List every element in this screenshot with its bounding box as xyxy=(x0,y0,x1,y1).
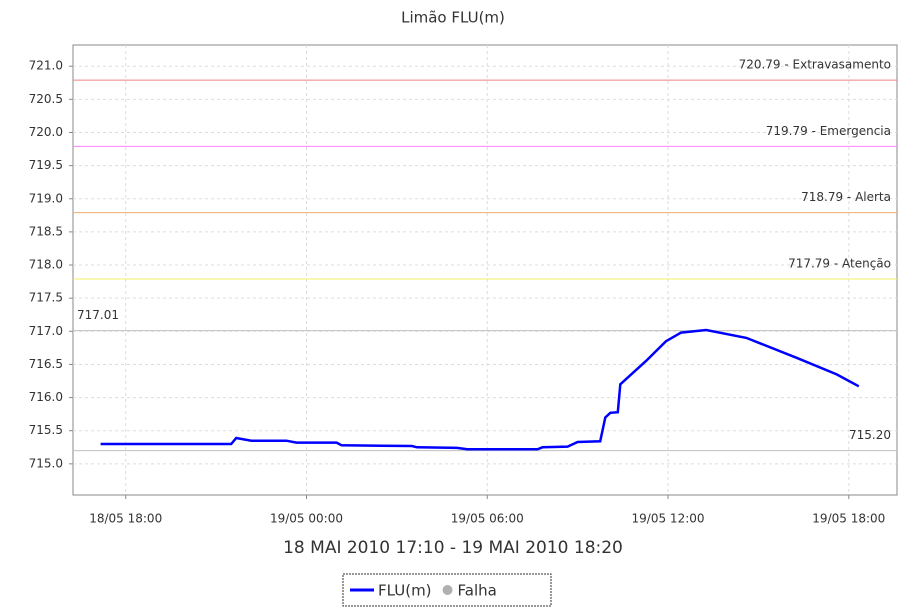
x-tick-label: 19/05 06:00 xyxy=(451,512,524,526)
x-tick-label: 19/05 00:00 xyxy=(270,512,343,526)
threshold-label: 720.79 - Extravasamento xyxy=(739,58,891,72)
legend-swatch xyxy=(442,585,453,595)
y-tick-label: 717.0 xyxy=(29,324,63,338)
threshold-label: 718.79 - Alerta xyxy=(801,190,891,204)
y-tick-label: 718.5 xyxy=(29,224,63,238)
threshold-label: 715.20 xyxy=(849,428,891,442)
data-line xyxy=(100,328,860,451)
y-tick-label: 721.0 xyxy=(29,59,63,73)
chart-title: Limão FLU(m) xyxy=(401,9,505,27)
y-tick-label: 715.5 xyxy=(29,423,63,437)
y-tick-label: 720.5 xyxy=(29,92,63,106)
x-tick-label: 19/05 18:00 xyxy=(812,512,885,526)
legend-label: FLU(m) xyxy=(378,582,432,600)
y-tick-label: 716.5 xyxy=(29,357,63,371)
y-tick-label: 715.0 xyxy=(29,456,63,470)
subtitle: 18 MAI 2010 17:10 - 19 MAI 2010 18:20 xyxy=(283,538,623,558)
threshold-label: 719.79 - Emergencia xyxy=(766,124,891,138)
y-tick-label: 719.0 xyxy=(29,191,63,205)
legend-label: Falha xyxy=(458,582,497,600)
x-tick-label: 19/05 12:00 xyxy=(632,512,705,526)
threshold-label: 717.79 - Atenção xyxy=(788,256,891,270)
y-tick-label: 719.5 xyxy=(29,158,63,172)
threshold-label: 717.01 xyxy=(77,308,119,322)
y-tick-label: 718.0 xyxy=(29,258,63,272)
y-tick-label: 716.0 xyxy=(29,390,63,404)
y-tick-label: 717.5 xyxy=(29,291,63,305)
y-tick-label: 720.0 xyxy=(29,125,63,139)
plot-area xyxy=(72,44,898,496)
x-tick-label: 18/05 18:00 xyxy=(89,512,162,526)
